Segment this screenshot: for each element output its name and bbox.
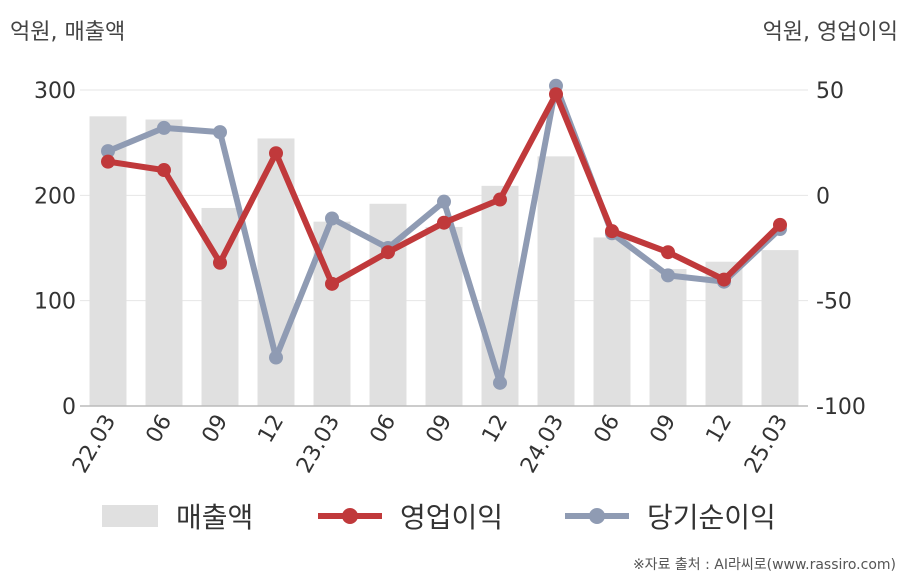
legend-swatch-operating-profit [318, 505, 382, 527]
net-income-point [661, 268, 675, 283]
net-income-point [493, 375, 507, 390]
legend-swatch-net-income [565, 505, 629, 527]
x-tick-label: 09 [646, 411, 682, 448]
net-income-point [269, 350, 283, 365]
legend-item-operating-profit: 영업이익 [318, 496, 503, 536]
bar-revenue [593, 237, 631, 406]
left-axis-unit: 억원, 매출액 [10, 20, 126, 45]
y-right-tick-label: 50 [816, 79, 844, 104]
x-tick-label: 06 [142, 411, 178, 448]
operating-profit-point [325, 276, 339, 291]
legend-label-revenue: 매출액 [176, 501, 254, 534]
operating-profit-point [605, 224, 619, 239]
bar-revenue [425, 226, 463, 406]
operating-profit-point [661, 245, 675, 260]
x-tick-label: 23.03 [292, 411, 345, 478]
bar-revenue [145, 119, 183, 406]
bar-revenue [537, 156, 575, 406]
y-left-tick-label: 300 [34, 79, 76, 104]
operating-profit-point [493, 192, 507, 207]
x-tick-label: 06 [590, 411, 626, 448]
bar-revenue [649, 269, 687, 406]
y-left-tick-label: 100 [34, 290, 76, 315]
operating-profit-point [773, 217, 787, 232]
y-left-tick-label: 0 [62, 395, 76, 420]
y-left-tick-label: 200 [34, 184, 76, 209]
legend-swatch-revenue [102, 505, 158, 527]
legend-item-net-income: 당기순이익 [565, 496, 776, 536]
operating-profit-point [381, 245, 395, 260]
y-right-tick-label: 0 [816, 184, 830, 209]
net-income-point [325, 211, 339, 226]
operating-profit-point [213, 255, 227, 270]
x-tick-label: 12 [478, 411, 514, 448]
x-tick-label: 12 [254, 411, 290, 448]
x-tick-label: 25.03 [740, 411, 793, 478]
y-right-tick-label: -50 [816, 290, 852, 315]
legend-item-revenue: 매출액 [102, 496, 253, 536]
operating-profit-point [549, 87, 563, 102]
legend-label-operating-profit: 영업이익 [400, 501, 504, 534]
net-income-point [213, 125, 227, 140]
source-note: ※자료 출처 : AI라씨로(www.rassiro.com) [632, 557, 896, 573]
operating-profit-point [717, 272, 731, 287]
x-tick-label: 09 [422, 411, 458, 448]
bar-revenue [761, 250, 799, 406]
net-income-point [157, 120, 171, 135]
legend-label-net-income: 당기순이익 [647, 501, 776, 534]
x-tick-label: 12 [702, 411, 738, 448]
y-right-tick-label: -100 [816, 395, 866, 420]
net-income-point [437, 194, 451, 209]
operating-profit-point [269, 146, 283, 161]
operating-profit-point [157, 163, 171, 178]
x-tick-label: 24.03 [516, 411, 569, 478]
net-income-point [101, 144, 115, 159]
operating-profit-point [101, 154, 115, 169]
right-axis-unit: 억원, 영업이익 [762, 20, 898, 45]
x-tick-label: 06 [366, 411, 402, 448]
x-tick-label: 22.03 [68, 411, 121, 478]
x-tick-label: 09 [198, 411, 234, 448]
operating-profit-point [437, 215, 451, 230]
